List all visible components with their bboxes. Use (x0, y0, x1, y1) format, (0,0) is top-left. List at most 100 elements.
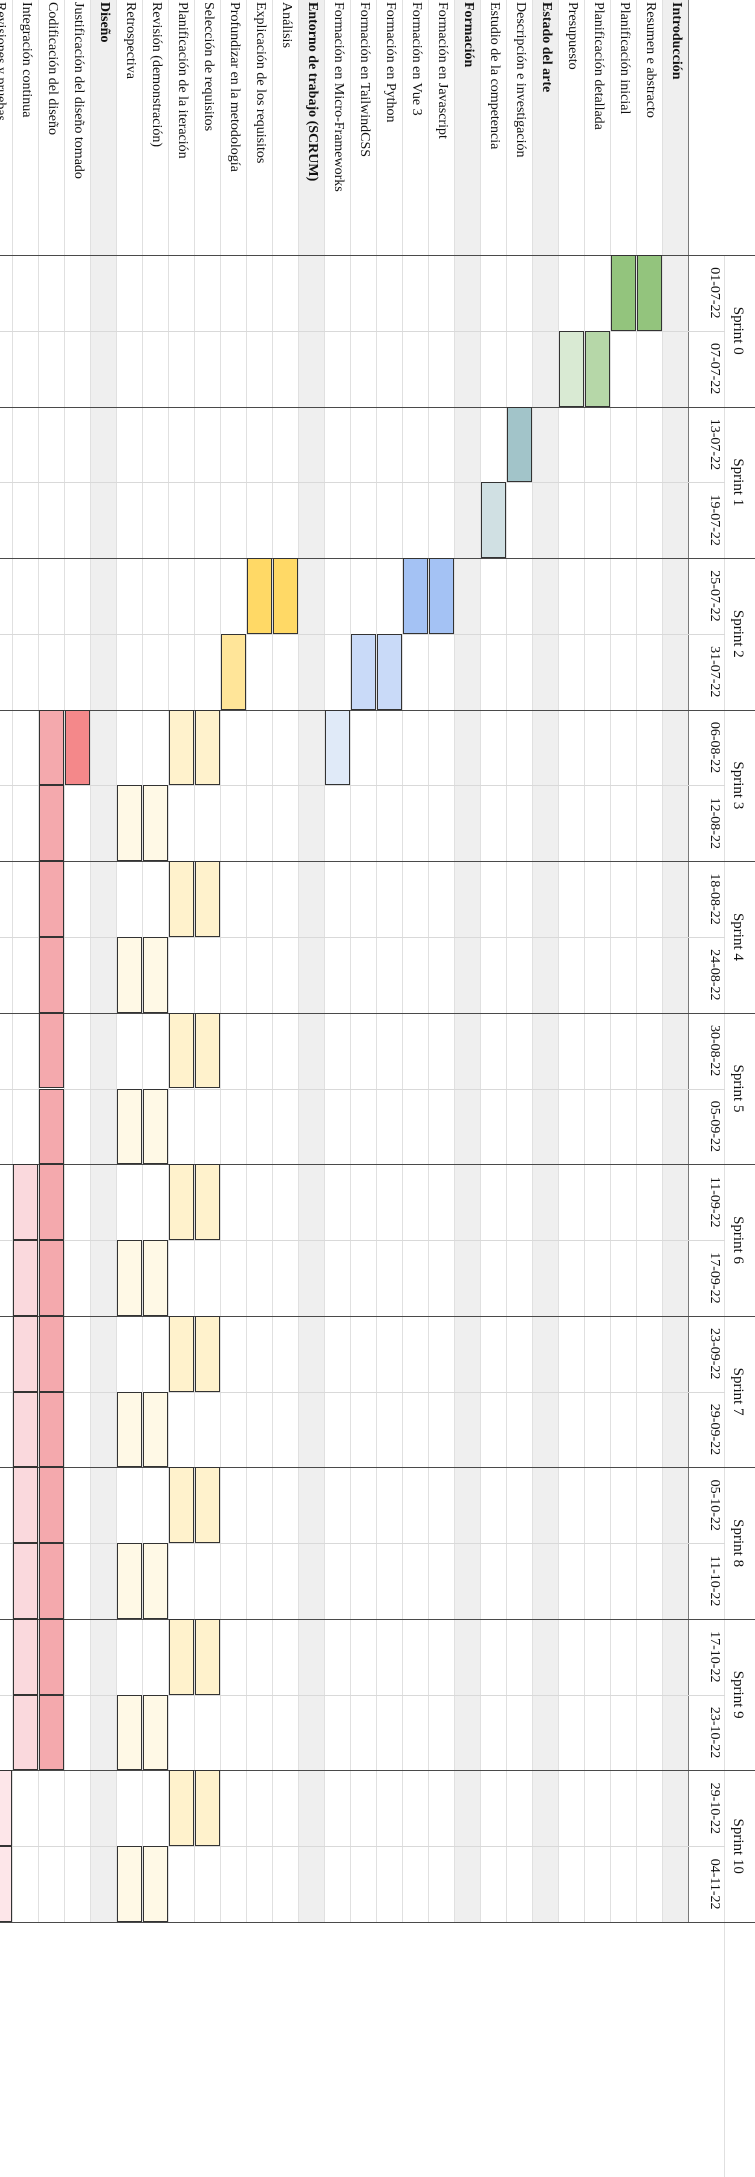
date-header: 18-08-22 (707, 873, 722, 925)
task-bar (65, 709, 90, 786)
task-bar (351, 633, 376, 710)
date-header: 23-09-22 (707, 1328, 722, 1380)
task-bar (195, 1315, 220, 1392)
date-header: 17-09-22 (707, 1252, 722, 1304)
date-header: 31-07-22 (707, 646, 722, 698)
task-bar (143, 1088, 168, 1165)
task-bar (39, 1164, 64, 1241)
task-bar (143, 936, 168, 1013)
task-bar (169, 1467, 194, 1544)
header-divider (688, 0, 689, 1922)
row-divider (350, 0, 351, 1922)
row-divider (532, 0, 533, 1922)
task-bar (195, 1770, 220, 1847)
sprint-header: Sprint 5 (730, 1064, 746, 1113)
sprint-header: Sprint 8 (730, 1519, 746, 1568)
task-bar (169, 1315, 194, 1392)
row-divider (324, 0, 325, 1922)
task-bar (39, 1618, 64, 1695)
task-bar (403, 558, 428, 634)
sprint-header: Sprint 1 (730, 458, 746, 507)
task-label: Resumen e abstracto (643, 2, 658, 118)
sprint-header: Sprint 6 (730, 1216, 746, 1264)
sprint-header: Sprint 0 (730, 306, 746, 355)
date-header: 30-08-22 (707, 1024, 722, 1077)
row-divider (272, 0, 273, 1922)
task-bar (39, 1315, 64, 1392)
row-divider (506, 0, 507, 1922)
sprint-divider (0, 1315, 755, 1317)
task-bar (117, 1846, 142, 1922)
row-divider (480, 0, 481, 1922)
task-label: Planificación de la iteración (175, 2, 190, 159)
row-divider (376, 0, 377, 1922)
task-bar (481, 482, 506, 559)
sprint-divider (0, 861, 755, 863)
task-bar (559, 330, 584, 407)
task-bar (39, 861, 64, 937)
sprint-header: Sprint 9 (730, 1670, 746, 1719)
row-divider (298, 0, 299, 1922)
task-bar (13, 1543, 38, 1619)
sprint-divider (0, 1922, 755, 1923)
day-divider (0, 1088, 725, 1090)
sprint-header: Sprint 10 (730, 1818, 746, 1874)
task-bar (13, 1164, 38, 1241)
sprint-divider (0, 558, 755, 560)
date-header: 11-09-22 (707, 1176, 722, 1228)
sprint-header: Sprint 3 (730, 761, 746, 810)
task-bar (195, 861, 220, 937)
section-label: Diseño (97, 2, 112, 43)
task-bar (39, 1467, 64, 1544)
task-label: Formación en Vue 3 (409, 2, 424, 116)
row-divider (662, 0, 663, 1922)
date-header: 01-07-22 (707, 267, 722, 319)
task-label: Formación en Micro-Frameworks (331, 2, 346, 192)
sprint-divider (0, 1467, 755, 1469)
task-bar (39, 1694, 64, 1771)
date-header: 06-08-22 (707, 721, 722, 774)
task-bar (221, 633, 246, 710)
task-label: Descripción e investigación (513, 2, 528, 158)
date-header: 05-09-22 (707, 1100, 722, 1153)
task-bar (143, 1391, 168, 1468)
date-header: 24-08-22 (707, 949, 722, 1001)
task-bar (143, 1240, 168, 1316)
task-bar (377, 633, 402, 710)
task-bar (169, 1164, 194, 1241)
task-bar (195, 1164, 220, 1241)
task-label: Planificación inicial (617, 2, 632, 115)
task-label: Explicación de los requisitos (253, 2, 268, 164)
date-header: 07-07-22 (707, 342, 722, 395)
task-label: Retrospectiva (123, 2, 138, 79)
task-bar (39, 1088, 64, 1165)
task-bar (0, 1846, 12, 1922)
row-divider (558, 0, 559, 1922)
task-label: Revisiones y pruebas (0, 2, 8, 121)
task-bar (637, 255, 662, 331)
task-label: Formación en TailwindCSS (357, 2, 372, 158)
task-label: Integración continua (19, 2, 34, 118)
task-bar (39, 1391, 64, 1468)
task-label: Revisión (demonstración) (149, 2, 164, 148)
task-bar (273, 558, 298, 634)
task-label: Formación en Javascript (435, 2, 450, 139)
section-row-shade (533, 0, 559, 1922)
task-bar (13, 1694, 38, 1771)
section-row-shade (663, 0, 689, 1922)
date-header: 23-10-22 (707, 1706, 722, 1759)
task-bar (195, 1467, 220, 1544)
day-divider (0, 1543, 725, 1545)
day-divider (0, 785, 725, 787)
task-bar (0, 1770, 12, 1847)
sprint-divider (0, 709, 755, 711)
task-bar (169, 1012, 194, 1089)
task-label: Formación en Python (383, 2, 398, 123)
task-bar (39, 709, 64, 786)
task-bar (169, 1618, 194, 1695)
sprint-divider (0, 1618, 755, 1620)
sprint-divider (0, 1770, 755, 1772)
task-bar (39, 785, 64, 862)
row-divider (428, 0, 429, 1922)
